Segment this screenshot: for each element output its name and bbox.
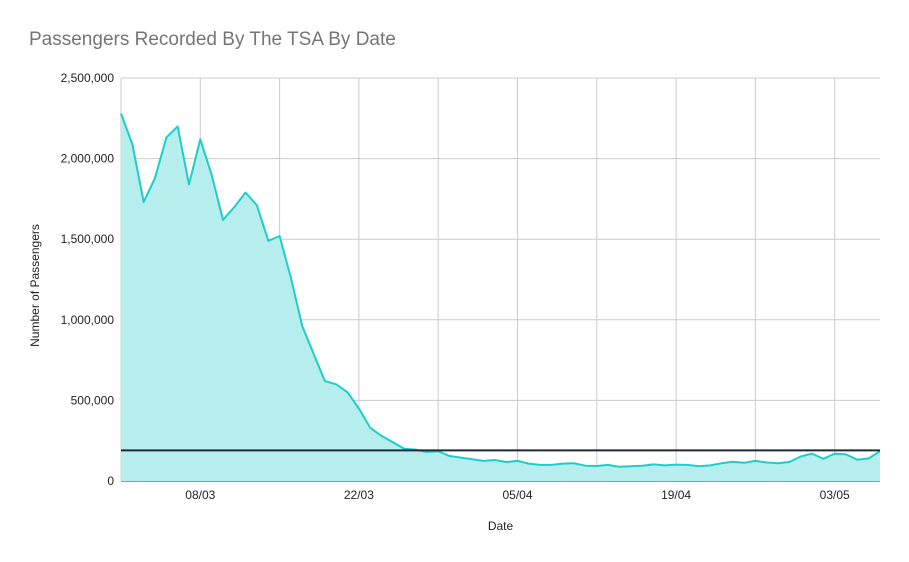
chart-title: Passengers Recorded By The TSA By Date [29,29,396,50]
area-layer [120,113,881,481]
x-tick-label: 05/04 [502,488,532,502]
y-axis-label: Number of Passengers [28,224,42,347]
tick-layer: 0 500,000 1,000,000 1,500,000 2,000,000 2,500… [61,71,850,502]
series-line [120,113,881,468]
series-area-fill [121,113,880,481]
y-tick-label: 0 [107,474,114,488]
y-tick-label: 500,000 [71,393,115,407]
y-tick-label: 2,000,000 [61,152,115,166]
x-tick-label: 08/03 [185,488,215,502]
y-tick-label: 1,000,000 [61,313,115,327]
y-tick-label: 2,500,000 [61,71,115,85]
y-tick-label: 1,500,000 [61,232,115,246]
x-axis-label: Date [488,519,514,533]
x-tick-label: 19/04 [661,488,691,502]
x-tick-label: 22/03 [344,488,374,502]
x-tick-label: 03/05 [820,488,850,502]
